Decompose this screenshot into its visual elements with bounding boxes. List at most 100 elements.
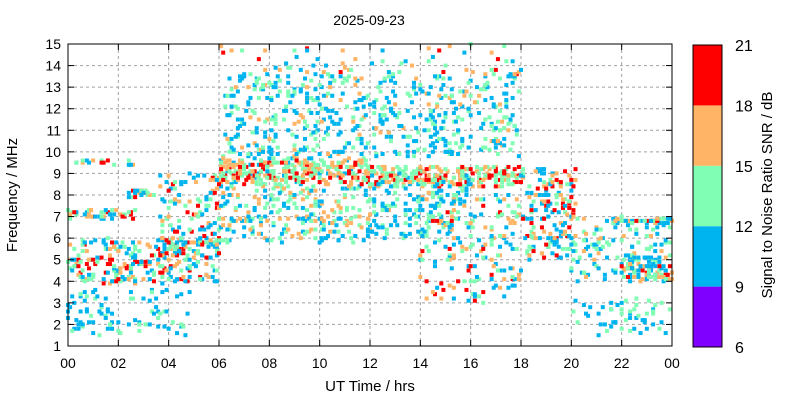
data-point	[248, 115, 253, 120]
data-point	[384, 227, 389, 232]
data-point	[456, 236, 461, 241]
data-point	[439, 197, 444, 202]
data-point	[193, 251, 198, 256]
data-point	[89, 208, 94, 213]
data-point	[477, 93, 482, 98]
data-points	[66, 42, 674, 338]
data-point	[263, 119, 268, 124]
data-point	[313, 218, 318, 223]
data-point	[219, 175, 224, 180]
data-point	[271, 115, 276, 120]
data-point	[227, 169, 232, 174]
data-point	[332, 229, 337, 234]
data-point	[565, 246, 570, 251]
data-point	[107, 281, 112, 286]
data-point	[433, 180, 438, 185]
data-point	[596, 266, 601, 271]
data-point	[504, 225, 509, 230]
data-point	[162, 255, 167, 260]
data-point	[418, 180, 423, 185]
data-point	[460, 173, 465, 178]
data-point	[292, 154, 297, 159]
data-point	[282, 167, 287, 172]
data-point	[175, 229, 180, 234]
data-point	[338, 216, 343, 221]
data-point	[357, 136, 362, 141]
data-point	[613, 268, 618, 273]
data-point	[596, 238, 601, 243]
data-point	[510, 218, 515, 223]
data-point	[414, 208, 419, 213]
data-point	[573, 177, 578, 182]
data-point	[250, 229, 255, 234]
data-point	[294, 173, 299, 178]
data-point	[409, 171, 414, 176]
data-point	[437, 167, 442, 172]
data-point	[139, 262, 144, 267]
data-point	[560, 223, 565, 228]
data-point	[235, 132, 240, 137]
data-point	[170, 182, 175, 187]
data-point	[307, 167, 312, 172]
data-point	[418, 113, 423, 118]
data-point	[493, 167, 498, 172]
data-point	[468, 93, 473, 98]
data-point	[212, 221, 217, 226]
data-point	[74, 212, 79, 217]
data-point	[321, 136, 326, 141]
data-point	[487, 115, 492, 120]
data-point	[158, 253, 163, 258]
data-point	[479, 87, 484, 92]
axis-ticks: 00 02 04 06 08 10 12 14 16 18 20 22 0012345678910111…	[45, 36, 680, 371]
y-tick-label: 11	[46, 122, 61, 138]
data-point	[282, 158, 287, 163]
data-point	[391, 89, 396, 94]
data-point	[506, 193, 511, 197]
data-point	[229, 136, 234, 141]
data-point	[388, 203, 393, 208]
data-point	[319, 221, 324, 226]
data-point	[607, 242, 612, 247]
data-point	[628, 264, 633, 269]
data-point	[470, 184, 475, 189]
data-point	[254, 78, 259, 83]
data-point	[80, 277, 85, 282]
data-point	[393, 218, 398, 223]
data-point	[437, 212, 442, 217]
data-point	[80, 274, 85, 279]
data-point	[500, 119, 505, 124]
data-point	[175, 262, 180, 267]
data-point	[76, 272, 81, 277]
data-point	[166, 326, 171, 331]
data-point	[456, 216, 461, 221]
data-point	[414, 214, 419, 219]
data-point	[661, 223, 666, 228]
data-point	[196, 203, 201, 208]
data-point	[68, 266, 73, 271]
data-point	[172, 201, 177, 206]
data-point	[183, 240, 188, 245]
data-point	[479, 126, 484, 131]
data-point	[225, 136, 230, 141]
data-point	[219, 184, 224, 189]
data-point	[147, 193, 152, 197]
data-point	[315, 162, 320, 167]
data-point	[451, 100, 456, 105]
data-point	[525, 190, 530, 195]
x-tick-label: 20	[564, 355, 580, 371]
data-point	[288, 190, 293, 195]
data-point	[433, 132, 438, 137]
data-point	[481, 300, 486, 305]
data-point	[439, 218, 444, 223]
data-point	[502, 197, 507, 202]
data-point	[441, 70, 446, 75]
data-point	[110, 311, 115, 316]
data-point	[512, 173, 517, 178]
data-point	[393, 203, 398, 208]
data-point	[292, 48, 297, 53]
data-point	[401, 236, 406, 241]
data-point	[179, 182, 184, 187]
data-point	[271, 197, 276, 202]
data-point	[479, 197, 484, 202]
data-point	[160, 229, 165, 234]
